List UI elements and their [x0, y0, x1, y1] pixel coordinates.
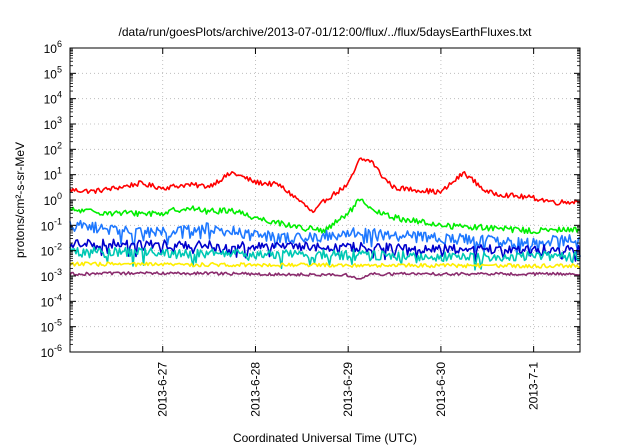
chart-title: /data/run/goesPlots/archive/2013-07-01/1… [119, 25, 533, 39]
y-tick-label: 10-5 [41, 318, 62, 335]
x-tick-label: 2013-6-30 [434, 362, 448, 417]
y-tick-label: 10-6 [41, 343, 62, 360]
grid-lines [70, 48, 580, 352]
y-tick-label: 103 [44, 115, 62, 132]
x-tick-label: 2013-7-1 [527, 362, 541, 410]
x-tick-label: 2013-6-27 [156, 362, 170, 417]
y-tick-label: 105 [44, 64, 62, 81]
x-axis-label: Coordinated Universal Time (UTC) [233, 431, 417, 445]
y-tick-label: 10-1 [41, 216, 62, 233]
y-tick-label: 10-3 [41, 267, 62, 284]
x-tick-label: 2013-6-28 [248, 362, 262, 417]
y-axis: 10-6 10-5 10-4 10-3 10-2 10-1 100 101 102 103 104 1… [41, 39, 580, 360]
y-tick-label: 102 [44, 140, 62, 157]
series-line [69, 271, 581, 280]
series-line [69, 219, 581, 257]
y-tick-label: 106 [44, 39, 62, 56]
y-tick-label: 101 [44, 166, 62, 183]
y-tick-label: 100 [44, 191, 62, 208]
x-axis: 2013-6-27 2013-6-28 2013-6-29 2013-6-30 2013… [156, 48, 541, 417]
y-tick-label: 10-4 [41, 292, 62, 309]
series-line [69, 261, 581, 269]
series-line [69, 157, 581, 214]
y-axis-label: protons/cm²-s-sr-MeV [13, 142, 27, 258]
data-series [69, 157, 581, 280]
series-line [69, 246, 581, 271]
series-line [69, 238, 581, 262]
y-tick-label: 104 [44, 90, 62, 107]
y-tick-label: 10-2 [41, 242, 62, 259]
series-line [69, 198, 581, 235]
x-tick-label: 2013-6-29 [341, 362, 355, 417]
